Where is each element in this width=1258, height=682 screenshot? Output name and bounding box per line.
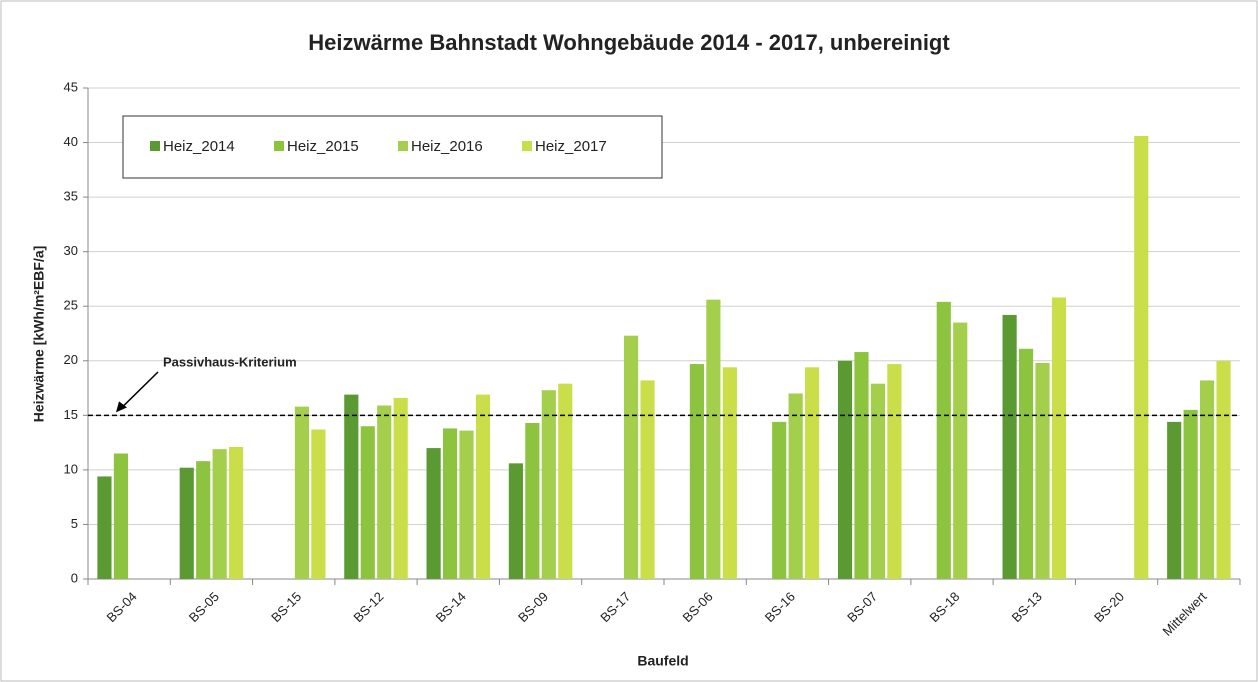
bar [1035,362,1050,579]
reference-label: Passivhaus-Kriterium [163,354,297,369]
bar [212,449,227,579]
bar [525,422,540,579]
bar [196,461,211,579]
legend-label: Heiz_2014 [163,138,235,155]
bar [344,394,359,579]
y-axis-title: Heizwärme [kWh/m²EBF/a] [31,246,47,423]
reference-arrow [119,371,159,410]
bar [311,429,326,579]
bar [541,390,556,579]
bar [1051,297,1067,579]
legend-swatch [150,141,160,151]
y-tick-label: 20 [64,352,78,367]
legend-swatch [274,141,284,151]
bar [689,364,704,579]
bar [854,352,869,579]
y-tick-label: 45 [64,79,78,94]
bar [442,428,458,579]
x-axis-title: Baufeld [637,653,688,669]
y-tick-label: 25 [64,298,78,313]
y-tick-label: 10 [64,461,78,476]
bar [953,322,968,579]
y-tick-label: 5 [71,516,78,531]
y-tick-label: 0 [71,570,78,585]
legend-swatch [398,141,408,151]
bar [377,405,392,579]
bar [475,394,491,579]
bar [1002,314,1017,579]
legend-swatch [522,141,532,151]
bar [805,367,820,579]
bar [179,467,194,579]
bar [294,406,310,579]
legend-label: Heiz_2016 [411,138,483,155]
bar [426,448,441,579]
bar [1183,409,1198,579]
bar [360,426,375,579]
bar [936,301,951,579]
bar [113,453,128,579]
arrow-head [116,401,127,413]
legend-label: Heiz_2017 [535,138,607,155]
bar [706,299,721,579]
y-tick-label: 30 [64,243,78,258]
bar [640,380,655,579]
bar [508,463,523,579]
bar [788,393,803,579]
y-tick-label: 40 [64,134,78,149]
y-tick-label: 15 [64,407,78,422]
y-tick-label: 35 [64,189,78,204]
bar [1200,380,1215,579]
legend-label: Heiz_2015 [287,138,359,155]
bar [887,364,902,579]
bar [1216,360,1231,579]
bar [837,360,853,579]
bar [459,430,474,579]
bar [772,421,787,579]
chart-title: Heizwärme Bahnstadt Wohngebäude 2014 - 2… [308,30,950,55]
bar [870,383,886,579]
bar [624,335,639,579]
bar [558,383,573,579]
legend-box [122,115,663,179]
bar [393,397,408,579]
bar [1018,348,1034,579]
bar [229,446,244,579]
bar [722,367,737,579]
bar [1134,136,1149,579]
bar [1167,421,1182,579]
bar [97,476,112,579]
